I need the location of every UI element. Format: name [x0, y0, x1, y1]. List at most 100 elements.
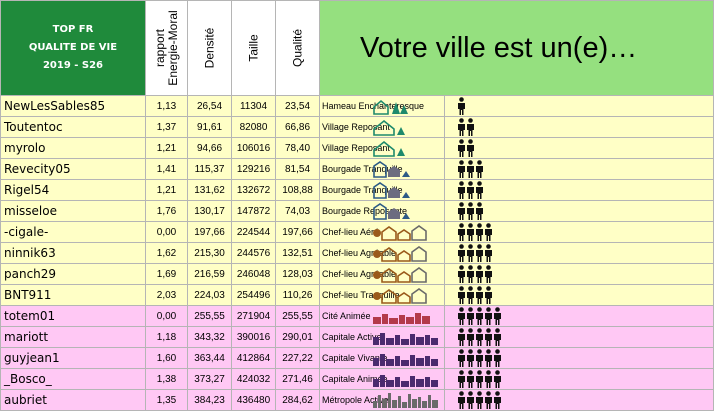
- header-densite[interactable]: Densité: [187, 0, 232, 96]
- densite-cell[interactable]: 343,32: [187, 326, 232, 348]
- player-name-cell[interactable]: aubriet: [0, 389, 146, 411]
- taille-cell[interactable]: 254496: [231, 284, 276, 306]
- player-name-cell[interactable]: guyjean1: [0, 347, 146, 369]
- densite-cell[interactable]: 373,27: [187, 368, 232, 390]
- rapport-cell[interactable]: 1,35: [145, 389, 188, 411]
- player-name-cell[interactable]: totem01: [0, 305, 146, 327]
- population-cell[interactable]: [443, 263, 714, 285]
- table-row[interactable]: Rigel54 1,21 131,62 132672 108,88 Bourgade Tr…: [0, 179, 714, 201]
- category-cell[interactable]: Capitale Animée: [319, 368, 445, 390]
- densite-cell[interactable]: 255,55: [187, 305, 232, 327]
- category-cell[interactable]: Capitale Vivante: [319, 347, 445, 369]
- table-title[interactable]: TOP FR QUALITE DE VIE 2019 - S26: [0, 0, 146, 96]
- rapport-cell[interactable]: 1,62: [145, 242, 188, 264]
- table-row[interactable]: Toutentoc 1,37 91,61 82080 66,86 Village Repo…: [0, 116, 714, 138]
- player-name-cell[interactable]: Rigel54: [0, 179, 146, 201]
- category-cell[interactable]: Village Reposant: [319, 137, 445, 159]
- rapport-cell[interactable]: 1,41: [145, 158, 188, 180]
- rapport-cell[interactable]: 1,21: [145, 137, 188, 159]
- player-name-cell[interactable]: ninnik63: [0, 242, 146, 264]
- player-name-cell[interactable]: Revecity05: [0, 158, 146, 180]
- banner[interactable]: Votre ville est un(e)…: [318, 0, 714, 96]
- taille-cell[interactable]: 132672: [231, 179, 276, 201]
- header-qualite[interactable]: Qualité: [275, 0, 320, 96]
- player-name-cell[interactable]: _Bosco_: [0, 368, 146, 390]
- player-name-cell[interactable]: Toutentoc: [0, 116, 146, 138]
- qualite-cell[interactable]: 132,51: [275, 242, 320, 264]
- densite-cell[interactable]: 130,17: [187, 200, 232, 222]
- densite-cell[interactable]: 224,03: [187, 284, 232, 306]
- table-row[interactable]: BNT911 2,03 224,03 254496 110,26 Chef-lieu Tr…: [0, 284, 714, 306]
- category-cell[interactable]: Village Reposant: [319, 116, 445, 138]
- population-cell[interactable]: [443, 221, 714, 243]
- table-row[interactable]: NewLesSables85 1,13 26,54 11304 23,54 Hameau …: [0, 95, 714, 117]
- table-row[interactable]: aubriet 1,35 384,23 436480 284,62 Métropole A…: [0, 389, 714, 411]
- rapport-cell[interactable]: 1,21: [145, 179, 188, 201]
- qualite-cell[interactable]: 74,03: [275, 200, 320, 222]
- table-row[interactable]: ninnik63 1,62 215,30 244576 132,51 Chef-lieu …: [0, 242, 714, 264]
- table-row[interactable]: mariott 1,18 343,32 390016 290,01 Capitale Ac…: [0, 326, 714, 348]
- qualite-cell[interactable]: 197,66: [275, 221, 320, 243]
- qualite-cell[interactable]: 227,22: [275, 347, 320, 369]
- qualite-cell[interactable]: 108,88: [275, 179, 320, 201]
- densite-cell[interactable]: 384,23: [187, 389, 232, 411]
- taille-cell[interactable]: 246048: [231, 263, 276, 285]
- table-row[interactable]: misseloe 1,76 130,17 147872 74,03 Bourgade Re…: [0, 200, 714, 222]
- player-name-cell[interactable]: -cigale-: [0, 221, 146, 243]
- category-cell[interactable]: Capitale Active: [319, 326, 445, 348]
- population-cell[interactable]: [443, 284, 714, 306]
- taille-cell[interactable]: 412864: [231, 347, 276, 369]
- category-cell[interactable]: Bourgade Tranquille: [319, 158, 445, 180]
- population-cell[interactable]: [443, 116, 714, 138]
- table-row[interactable]: myrolo 1,21 94,66 106016 78,40 Village Reposa…: [0, 137, 714, 159]
- qualite-cell[interactable]: 284,62: [275, 389, 320, 411]
- population-cell[interactable]: [443, 242, 714, 264]
- qualite-cell[interactable]: 81,54: [275, 158, 320, 180]
- rapport-cell[interactable]: 1,69: [145, 263, 188, 285]
- table-row[interactable]: guyjean1 1,60 363,44 412864 227,22 Capitale V…: [0, 347, 714, 369]
- qualite-cell[interactable]: 128,03: [275, 263, 320, 285]
- taille-cell[interactable]: 224544: [231, 221, 276, 243]
- table-row[interactable]: Revecity05 1,41 115,37 129216 81,54 Bourgade …: [0, 158, 714, 180]
- player-name-cell[interactable]: NewLesSables85: [0, 95, 146, 117]
- table-row[interactable]: panch29 1,69 216,59 246048 128,03 Chef-lieu A…: [0, 263, 714, 285]
- densite-cell[interactable]: 216,59: [187, 263, 232, 285]
- densite-cell[interactable]: 215,30: [187, 242, 232, 264]
- rapport-cell[interactable]: 1,60: [145, 347, 188, 369]
- category-cell[interactable]: Chef-lieu Aéré: [319, 221, 445, 243]
- population-cell[interactable]: [443, 179, 714, 201]
- player-name-cell[interactable]: myrolo: [0, 137, 146, 159]
- qualite-cell[interactable]: 271,46: [275, 368, 320, 390]
- category-cell[interactable]: Bourgade Tranquille: [319, 179, 445, 201]
- category-cell[interactable]: Hameau Enchanteresque: [319, 95, 445, 117]
- population-cell[interactable]: [443, 305, 714, 327]
- taille-cell[interactable]: 244576: [231, 242, 276, 264]
- qualite-cell[interactable]: 255,55: [275, 305, 320, 327]
- densite-cell[interactable]: 115,37: [187, 158, 232, 180]
- header-rapport[interactable]: rapport Energie-Moral: [145, 0, 188, 96]
- population-cell[interactable]: [443, 389, 714, 411]
- rapport-cell[interactable]: 0,00: [145, 221, 188, 243]
- qualite-cell[interactable]: 290,01: [275, 326, 320, 348]
- densite-cell[interactable]: 91,61: [187, 116, 232, 138]
- densite-cell[interactable]: 131,62: [187, 179, 232, 201]
- population-cell[interactable]: [443, 95, 714, 117]
- densite-cell[interactable]: 197,66: [187, 221, 232, 243]
- qualite-cell[interactable]: 110,26: [275, 284, 320, 306]
- header-taille[interactable]: Taille: [231, 0, 276, 96]
- taille-cell[interactable]: 424032: [231, 368, 276, 390]
- category-cell[interactable]: Chef-lieu Agréable: [319, 242, 445, 264]
- player-name-cell[interactable]: BNT911: [0, 284, 146, 306]
- rapport-cell[interactable]: 1,37: [145, 116, 188, 138]
- qualite-cell[interactable]: 78,40: [275, 137, 320, 159]
- player-name-cell[interactable]: panch29: [0, 263, 146, 285]
- population-cell[interactable]: [443, 137, 714, 159]
- densite-cell[interactable]: 363,44: [187, 347, 232, 369]
- rapport-cell[interactable]: 1,13: [145, 95, 188, 117]
- qualite-cell[interactable]: 23,54: [275, 95, 320, 117]
- population-cell[interactable]: [443, 158, 714, 180]
- rapport-cell[interactable]: 1,38: [145, 368, 188, 390]
- table-row[interactable]: -cigale- 0,00 197,66 224544 197,66 Chef-lieu …: [0, 221, 714, 243]
- table-row[interactable]: totem01 0,00 255,55 271904 255,55 Cité Animée: [0, 305, 714, 327]
- taille-cell[interactable]: 129216: [231, 158, 276, 180]
